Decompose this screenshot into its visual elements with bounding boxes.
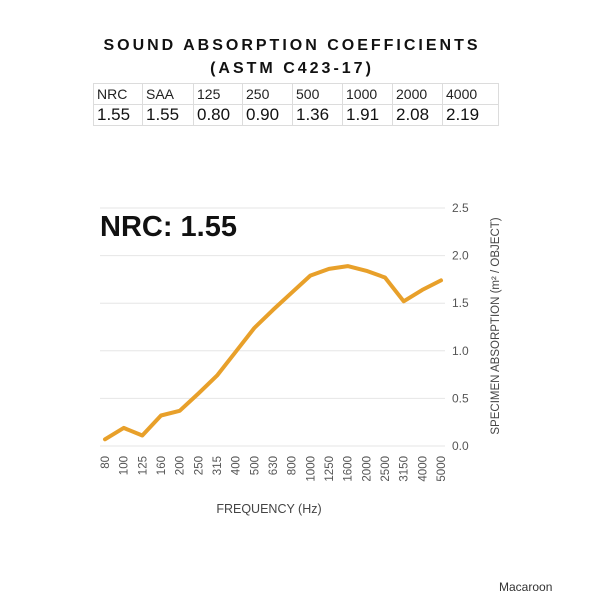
nrc-annotation: NRC: 1.55 (100, 211, 237, 243)
x-tick-label: 125 (137, 456, 149, 475)
table-value-cell: 2.08 (392, 104, 443, 126)
x-tick-label: 250 (193, 456, 205, 475)
x-tick-label: 80 (100, 456, 112, 469)
table-value-cell: 0.90 (242, 104, 293, 126)
table-value-cell: 1.91 (342, 104, 393, 126)
y-tick-label: 2.5 (452, 201, 469, 215)
x-tick-label: 100 (119, 456, 131, 475)
y-tick-label: 1.5 (452, 296, 469, 310)
table-value-row: 1.55 1.55 0.80 0.90 1.36 1.91 2.08 2.19 (93, 104, 499, 126)
x-tick-label: 630 (268, 456, 280, 475)
credit-label: Macaroon (499, 580, 553, 594)
x-tick-label: 3150 (399, 456, 411, 482)
table-value-cell: 2.19 (442, 104, 499, 126)
y-tick-label: 2.0 (452, 249, 469, 263)
x-tick-label: 160 (156, 456, 168, 475)
x-axis-label: FREQUENCY (Hz) (216, 502, 321, 516)
x-tick-label: 200 (175, 456, 187, 475)
x-tick-label: 2000 (361, 456, 373, 482)
series-line (103, 264, 443, 442)
x-tick-label: 1600 (343, 456, 355, 482)
y-tick-label: 1.0 (452, 344, 469, 358)
table-header-cell: SAA (142, 83, 194, 105)
x-tick-label: 315 (212, 456, 224, 475)
chart-title: SOUND ABSORPTION COEFFICIENTS (103, 37, 481, 54)
x-tick-label: 5000 (436, 456, 448, 482)
x-tick-label: 500 (249, 456, 261, 475)
x-tick-label: 4000 (417, 456, 429, 482)
table-value-cell: 1.36 (292, 104, 343, 126)
table-value-cell: 1.55 (93, 104, 143, 126)
coefficients-table: NRC SAA 125 250 500 1000 2000 4000 1.55 … (93, 83, 499, 126)
table-header-cell: 1000 (342, 83, 393, 105)
y-axis-label: SPECIMEN ABSORPTION (m² / OBJECT) (490, 217, 502, 434)
x-tick-label: 1000 (305, 456, 317, 482)
x-tick-label: 800 (287, 456, 299, 475)
x-tick-label: 1250 (324, 456, 336, 482)
x-tick-label: 400 (231, 456, 243, 475)
chart-subtitle: (ASTM C423-17) (210, 60, 374, 77)
y-tick-label: 0.0 (452, 439, 469, 453)
y-tick-label: 0.5 (452, 391, 469, 405)
x-tick-label: 2500 (380, 456, 392, 482)
table-header-cell: 4000 (442, 83, 499, 105)
